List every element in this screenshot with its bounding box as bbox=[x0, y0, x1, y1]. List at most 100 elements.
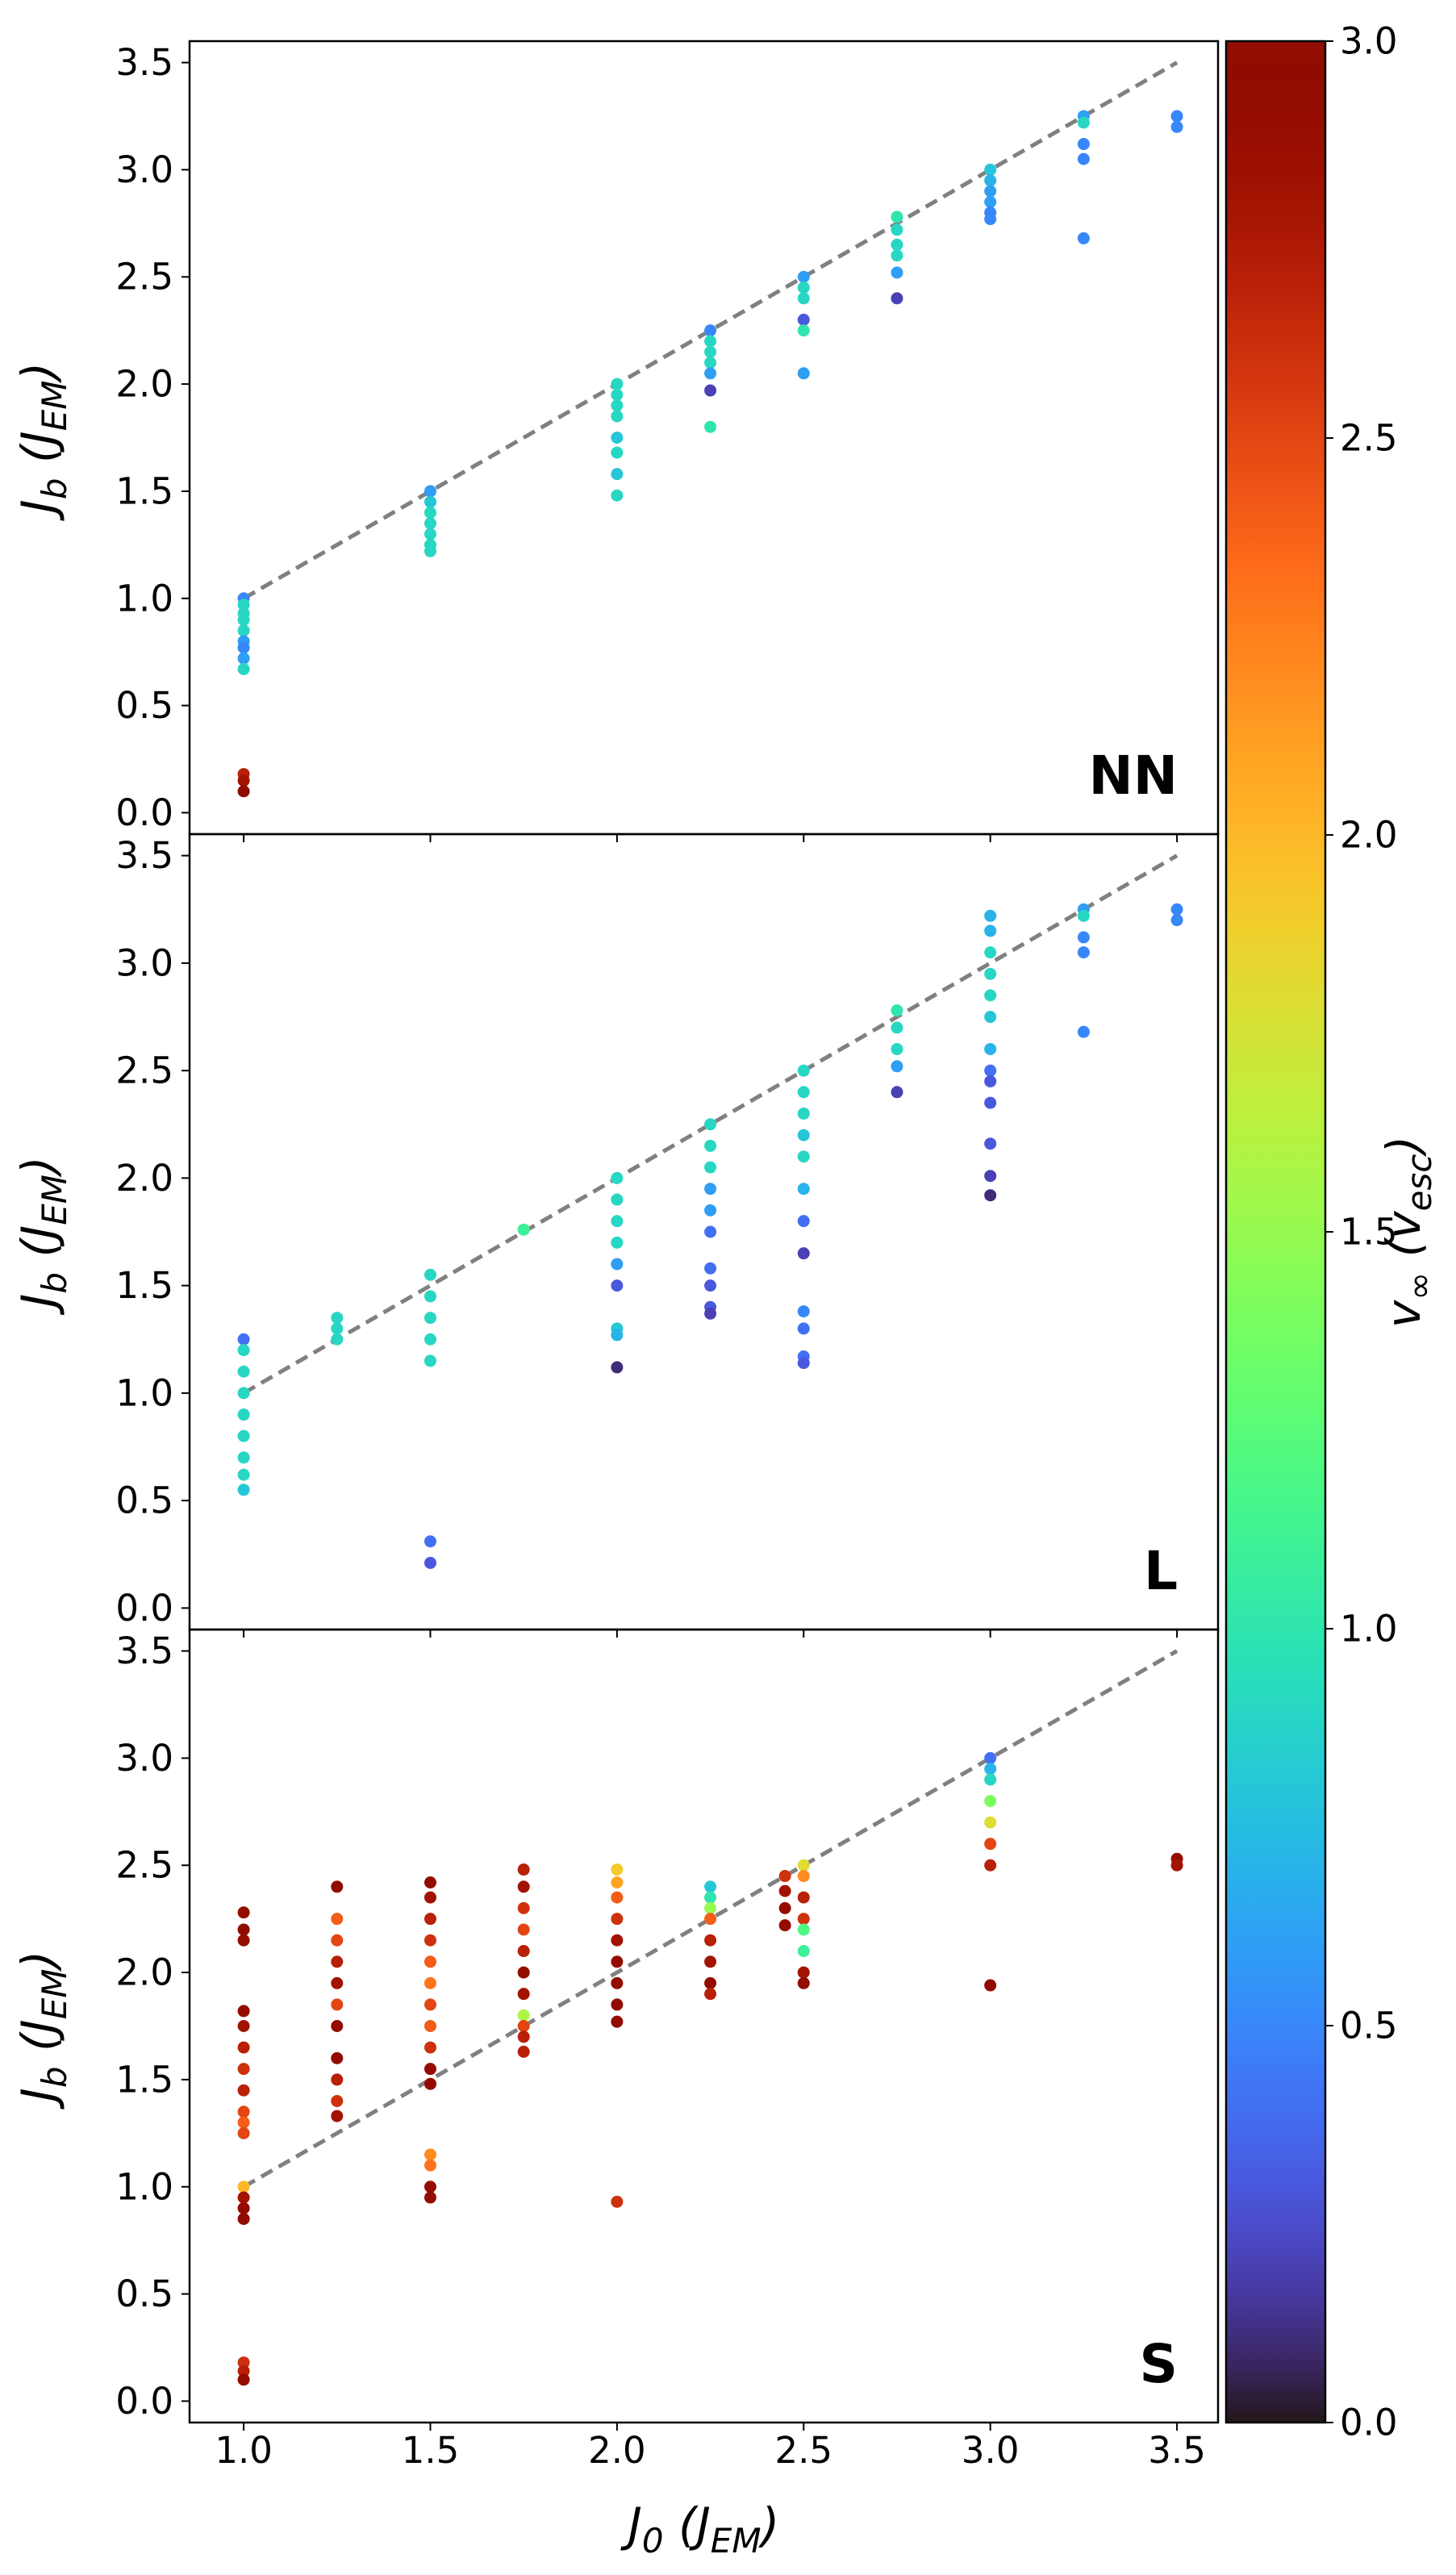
y-tick-label: 3.5 bbox=[115, 41, 173, 84]
point bbox=[237, 2116, 250, 2129]
y-tick-label: 3.5 bbox=[115, 834, 173, 877]
label-text: J bbox=[11, 1294, 66, 1316]
point bbox=[611, 1934, 624, 1947]
point bbox=[517, 2020, 530, 2032]
point bbox=[237, 2084, 250, 2097]
point bbox=[797, 282, 810, 294]
point bbox=[424, 1891, 437, 1904]
y-tick-label: 2.5 bbox=[115, 256, 173, 298]
point bbox=[331, 1913, 344, 1926]
colorbar bbox=[1224, 40, 1327, 2424]
point bbox=[424, 1913, 437, 1926]
label-subscript: b bbox=[35, 478, 74, 499]
x-axis-label: J0 (JEM) bbox=[620, 2498, 779, 2560]
point bbox=[797, 1086, 810, 1099]
point bbox=[611, 468, 624, 481]
point bbox=[611, 1171, 624, 1184]
point bbox=[984, 1838, 997, 1851]
point bbox=[517, 1223, 530, 1236]
point bbox=[237, 2356, 250, 2369]
point bbox=[778, 1884, 791, 1897]
point bbox=[424, 1333, 437, 1346]
y-axis-label: Jb (JEM) bbox=[11, 1156, 74, 1315]
point bbox=[704, 1307, 717, 1320]
point bbox=[984, 1011, 997, 1024]
point bbox=[331, 2051, 344, 2064]
point bbox=[331, 2094, 344, 2107]
x-tick-label: 2.5 bbox=[775, 2429, 833, 2472]
y-axis-label: Jb (JEM) bbox=[11, 1951, 74, 2110]
colorbar-tick-label: 0.0 bbox=[1340, 2402, 1398, 2444]
point bbox=[704, 384, 717, 397]
point bbox=[424, 2181, 437, 2193]
colorbar-tick-label: 2.0 bbox=[1340, 814, 1398, 857]
point bbox=[984, 1064, 997, 1077]
point bbox=[984, 1042, 997, 1055]
point bbox=[237, 624, 250, 637]
x-tick-label: 3.5 bbox=[1148, 2429, 1206, 2472]
point bbox=[424, 1268, 437, 1281]
point bbox=[331, 1934, 344, 1947]
point bbox=[424, 517, 437, 530]
point bbox=[331, 2073, 344, 2086]
point bbox=[517, 1923, 530, 1936]
point bbox=[237, 1451, 250, 1464]
label-text: (v bbox=[1376, 1210, 1431, 1272]
label-text: v bbox=[1376, 1299, 1431, 1328]
point bbox=[611, 2195, 624, 2208]
point bbox=[517, 2045, 530, 2058]
point bbox=[611, 1193, 624, 1206]
point bbox=[331, 1312, 344, 1325]
point bbox=[1170, 120, 1183, 133]
point bbox=[891, 1042, 903, 1055]
point bbox=[331, 1880, 344, 1893]
point bbox=[237, 2181, 250, 2193]
point bbox=[891, 266, 903, 279]
point bbox=[704, 1901, 717, 1914]
point bbox=[424, 2020, 437, 2032]
point bbox=[891, 1060, 903, 1073]
label-subscript: EM bbox=[35, 380, 74, 431]
point bbox=[611, 1236, 624, 1249]
point bbox=[517, 1901, 530, 1914]
point bbox=[704, 1880, 717, 1893]
point bbox=[984, 1751, 997, 1764]
y-tick-label: 2.5 bbox=[115, 1844, 173, 1887]
point bbox=[778, 1870, 791, 1883]
point bbox=[797, 367, 810, 380]
y-axis-label: Jb (JEM) bbox=[11, 362, 74, 521]
point bbox=[984, 924, 997, 937]
colorbar-tick-label: 1.5 bbox=[1340, 1211, 1398, 1254]
point bbox=[984, 1763, 997, 1776]
point bbox=[237, 599, 250, 611]
point bbox=[237, 1333, 250, 1346]
point bbox=[237, 2063, 250, 2076]
label-text: ) bbox=[758, 2498, 780, 2552]
point bbox=[797, 1150, 810, 1163]
point bbox=[611, 1891, 624, 1904]
point bbox=[424, 1976, 437, 1989]
point bbox=[797, 1064, 810, 1077]
label-text: (J bbox=[11, 2019, 66, 2066]
point bbox=[704, 345, 717, 358]
colorbar-label: v∞ (vesc) bbox=[1376, 1136, 1439, 1328]
point bbox=[331, 1955, 344, 1968]
point bbox=[704, 357, 717, 369]
label-text: (J bbox=[11, 1225, 66, 1272]
point bbox=[1077, 152, 1090, 165]
point bbox=[237, 1468, 250, 1481]
label-subscript: ∞ bbox=[1400, 1272, 1439, 1300]
point bbox=[704, 1955, 717, 1968]
label-subscript: EM bbox=[35, 1175, 74, 1225]
point bbox=[704, 1913, 717, 1926]
y-tick-label: 1.0 bbox=[115, 1371, 173, 1414]
point bbox=[797, 1945, 810, 1958]
point bbox=[891, 249, 903, 262]
y-tick-label: 0.5 bbox=[115, 1479, 173, 1522]
y-tick-label: 0.5 bbox=[115, 2272, 173, 2315]
point bbox=[237, 2041, 250, 2054]
point bbox=[984, 1859, 997, 1872]
label-text: (J bbox=[11, 431, 66, 478]
point bbox=[331, 1333, 344, 1346]
axes-frame bbox=[188, 40, 1220, 836]
